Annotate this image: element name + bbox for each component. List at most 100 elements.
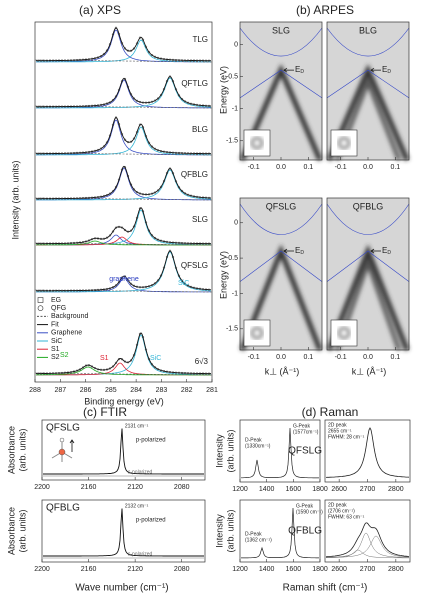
data-marker (39, 197, 43, 200)
data-marker (129, 140, 133, 143)
raman-spectrum (241, 507, 319, 559)
data-marker (177, 94, 181, 97)
inset (243, 319, 271, 347)
data-marker (180, 279, 184, 282)
data-marker (54, 105, 58, 108)
data-marker (108, 367, 112, 370)
data-marker (165, 58, 169, 61)
data-marker (150, 284, 154, 287)
data-marker (207, 196, 211, 199)
data-marker (99, 54, 103, 58)
data-marker (75, 289, 79, 292)
data-marker (159, 239, 163, 242)
data-marker (183, 59, 187, 62)
y-tick-label: -0.5 (226, 255, 238, 262)
data-marker (207, 288, 211, 291)
polarization-label: s-polarized (128, 469, 153, 475)
plot-frame (239, 499, 321, 563)
data-marker (192, 372, 196, 375)
data-marker (129, 183, 133, 186)
data-marker (39, 152, 43, 155)
data-marker (195, 195, 199, 198)
data-marker (48, 105, 52, 108)
data-marker (207, 152, 211, 155)
model-line (326, 27, 410, 99)
data-marker (153, 191, 157, 194)
data-marker (171, 80, 175, 83)
data-marker (162, 150, 166, 153)
data-marker (75, 105, 79, 108)
x-tick-label: 286 (80, 387, 92, 394)
data-marker (132, 284, 136, 287)
data-marker (39, 105, 43, 108)
x-tick-label: 2160 (81, 566, 97, 573)
peak-label: (1590 cm⁻¹) (296, 509, 323, 515)
y-axis-label: Intensity (214, 514, 224, 548)
data-marker (54, 59, 58, 62)
component-curve (326, 549, 409, 559)
x-tick-label: 285 (105, 387, 117, 394)
data-marker (69, 289, 73, 292)
y-axis-label: Absorbance (6, 507, 16, 555)
data-marker (90, 104, 94, 107)
data-marker (108, 234, 112, 237)
fit-curve (36, 116, 212, 155)
polarization-label: s-polarized (128, 551, 153, 557)
x-tick-label: 0.0 (276, 354, 286, 361)
data-marker (114, 95, 118, 98)
component-curve (326, 532, 409, 558)
data-marker (78, 151, 82, 154)
data-marker (162, 87, 166, 91)
data-marker (141, 286, 145, 289)
panel-title: (d) Raman (302, 405, 359, 419)
data-marker (156, 279, 160, 282)
data-marker (117, 88, 121, 91)
dirac-sub: D (300, 69, 304, 75)
data-marker (165, 79, 169, 83)
data-marker (72, 152, 76, 155)
data-marker (156, 189, 160, 192)
data-marker (75, 369, 79, 372)
data-marker (135, 285, 139, 288)
x-tick-label: 283 (156, 387, 168, 394)
y-tick-label: 0 (234, 41, 238, 48)
data-marker (57, 289, 61, 292)
data-marker (51, 152, 55, 155)
dirac-e: E (295, 65, 300, 74)
legend-label: Graphene (51, 330, 82, 337)
data-marker (66, 105, 70, 108)
data-marker (168, 167, 172, 170)
data-marker (174, 180, 178, 183)
data-marker (117, 32, 121, 35)
data-marker (45, 242, 49, 245)
data-marker (63, 242, 67, 245)
dirac-arrow (370, 67, 381, 73)
data-marker (168, 371, 172, 374)
data-marker (186, 59, 190, 62)
data-marker (72, 105, 76, 108)
dirac-arrow (283, 67, 294, 73)
data-marker (69, 197, 73, 200)
data-marker (141, 336, 145, 339)
data-marker (132, 353, 136, 357)
data-marker (123, 228, 127, 232)
x-tick-label: 1200 (232, 486, 248, 493)
data-marker (120, 168, 124, 171)
data-marker (117, 225, 121, 228)
fit-curve (36, 250, 212, 292)
data-marker (177, 59, 181, 62)
legend-label: S1 (51, 346, 60, 353)
data-marker (66, 242, 70, 245)
data-marker (126, 85, 130, 88)
data-marker (81, 58, 85, 61)
data-marker (36, 242, 40, 245)
data-marker (102, 237, 106, 240)
data-marker (180, 242, 184, 245)
x-tick-label: -0.1 (335, 354, 347, 361)
data-marker (183, 152, 187, 155)
data-marker (84, 151, 88, 154)
data-marker (156, 97, 160, 100)
data-marker (120, 358, 124, 361)
data-marker (207, 242, 211, 245)
